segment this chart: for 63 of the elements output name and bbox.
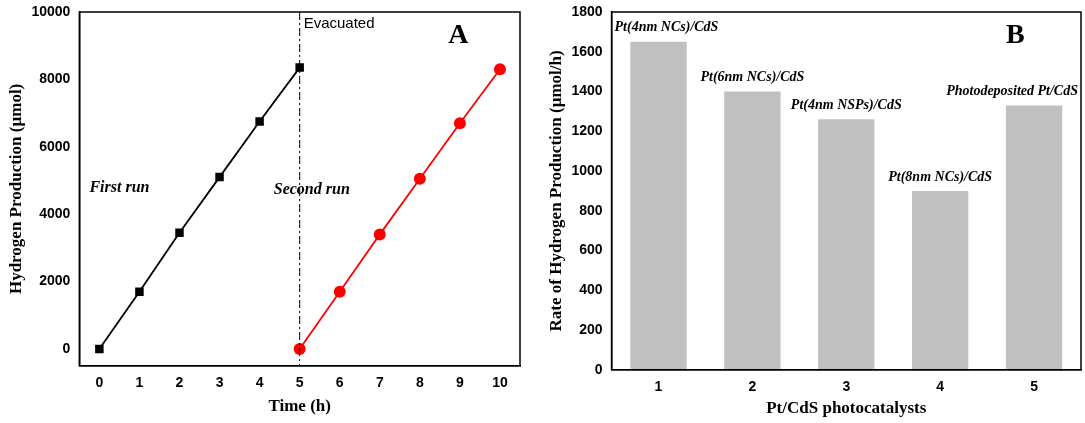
x-tick-label: 4: [255, 374, 264, 391]
y-tick-label: 6000: [39, 137, 71, 154]
point: [373, 228, 386, 241]
bar: [818, 119, 875, 370]
x-tick-label: 6: [335, 374, 344, 391]
x-tick-label: 2: [175, 374, 184, 391]
bar: [1005, 105, 1063, 370]
y-tick-label: 1400: [571, 82, 603, 99]
x-tick-label: 5: [295, 374, 304, 391]
y-tick-label: 1600: [571, 42, 603, 59]
x-tick-label: 0: [95, 374, 104, 391]
point: [175, 228, 184, 237]
point: [255, 117, 264, 126]
annotation: B: [1005, 18, 1025, 50]
y-tick-label: 600: [579, 241, 603, 258]
x-tick-label: 1: [135, 374, 144, 391]
x-axis-title: Time (h): [268, 396, 331, 416]
annotation: Photodeposited Pt/CdS: [946, 83, 1079, 99]
bar: [912, 190, 969, 370]
bar: [630, 41, 687, 370]
y-tick-label: 1200: [571, 122, 603, 139]
annotation: Pt(8nm NCs)/CdS: [888, 168, 993, 185]
y-axis-title: Hydrogen Production (µmol): [5, 83, 25, 295]
point: [413, 172, 426, 185]
x-tick-label: 10: [492, 374, 508, 391]
point: [333, 285, 346, 298]
y-tick-label: 200: [579, 320, 603, 337]
x-tick-label: 3: [842, 378, 851, 395]
y-tick-label: 1000: [571, 161, 603, 178]
point: [135, 287, 144, 296]
x-tick-label: 7: [375, 374, 384, 391]
y-tick-label: 2000: [39, 272, 71, 289]
x-tick-label: 1: [654, 378, 663, 395]
x-tick-label: 2: [748, 378, 757, 395]
y-tick-label: 8000: [39, 70, 71, 87]
point: [95, 344, 104, 354]
ref-line-label: Evacuated: [303, 13, 375, 31]
point: [215, 172, 224, 182]
annotation: Pt(6nm NCs)/CdS: [700, 69, 805, 86]
y-tick-label: 1800: [571, 2, 603, 19]
point: [293, 342, 306, 355]
x-tick-label: 4: [936, 378, 945, 395]
x-tick-label: 5: [1030, 378, 1039, 395]
point: [295, 63, 304, 72]
bar: [724, 91, 781, 370]
point: [493, 63, 506, 76]
y-axis-title: Rate of Hydrogen Production (µmol/h): [545, 50, 565, 332]
y-tick-label: 0: [62, 339, 71, 356]
annotation: First run: [88, 177, 150, 195]
y-tick-label: 4000: [39, 205, 71, 222]
y-tick-label: 800: [579, 201, 603, 218]
x-tick-label: 9: [456, 374, 465, 391]
annotation: A: [448, 18, 470, 50]
annotation: Pt(4nm NSPs)/CdS: [790, 96, 902, 113]
annotation: Pt(4nm NCs)/CdS: [614, 19, 719, 36]
annotation: Second run: [273, 179, 350, 197]
y-tick-label: 10000: [31, 2, 71, 19]
x-tick-label: 8: [415, 374, 424, 391]
x-tick-label: 3: [215, 374, 224, 391]
x-axis-title: Pt/CdS photocatalysts: [766, 398, 927, 418]
point: [453, 117, 466, 130]
y-tick-label: 0: [594, 360, 603, 377]
y-tick-label: 400: [579, 281, 603, 298]
